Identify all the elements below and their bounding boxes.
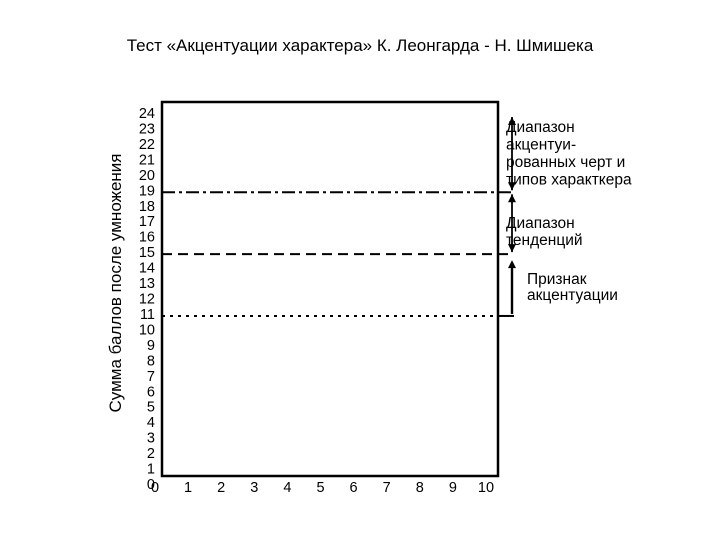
y-tick-label: 10 — [139, 322, 155, 338]
y-tick-label: 0 — [147, 477, 155, 493]
x-tick-label: 9 — [449, 480, 457, 496]
y-tick-label: 23 — [139, 121, 155, 137]
y-tick-label: 18 — [139, 199, 155, 215]
y-tick-label: 4 — [147, 415, 155, 431]
threshold-layer — [162, 191, 514, 317]
x-tick-label: 8 — [416, 480, 424, 496]
slide-title: Тест «Акцентуации характера» К. Леонгард… — [126, 36, 594, 55]
y-tick-label: 2 — [147, 446, 155, 462]
y-tick-label: 22 — [139, 137, 155, 153]
x-tick-label: 1 — [184, 480, 192, 496]
y-tick-label: 20 — [139, 168, 155, 184]
x-tick-label: 3 — [250, 480, 258, 496]
y-tick-label: 11 — [140, 307, 155, 323]
x-tick-label: 4 — [283, 480, 291, 496]
range-label-line: акцентуи- — [506, 137, 576, 154]
arrow-head — [508, 194, 516, 203]
y-tick-label: 21 — [139, 152, 155, 168]
range-label-line: Диапазон — [506, 215, 575, 232]
range-label-line: Признак — [527, 271, 587, 288]
x-tick-label: 2 — [217, 480, 225, 496]
y-tick-label: 19 — [139, 183, 155, 199]
y-tick-label: 7 — [147, 369, 155, 385]
y-tick-label: 24 — [139, 106, 155, 122]
x-tick-label: 6 — [350, 480, 358, 496]
y-tick-label: 13 — [139, 276, 155, 292]
arrow-head — [508, 117, 516, 125]
plot-frame — [160, 100, 500, 478]
x-tick-label: 0 — [151, 480, 159, 496]
x-tick-label: 5 — [316, 480, 324, 496]
y-tick-label: 9 — [147, 338, 155, 354]
range-label-line: тенденций — [506, 232, 583, 249]
arrow-head — [508, 260, 516, 269]
y-tick-label: 6 — [147, 384, 155, 400]
y-tick-label: 1 — [147, 462, 155, 478]
plot-frame-layer — [160, 100, 500, 478]
range-label-line: рованных черт и — [506, 154, 625, 171]
y-tick-label: 8 — [147, 353, 155, 369]
x-tick-labels: 0 1 2 3 4 5 6 7 8 9 10 — [151, 480, 494, 496]
y-tick-label: 5 — [147, 400, 155, 416]
range-label-line: типов характкера — [506, 172, 632, 189]
y-tick-label: 3 — [147, 431, 155, 447]
y-tick-label: 16 — [139, 230, 155, 246]
arrow-head — [508, 244, 516, 253]
range-label-line: акцентуации — [527, 287, 618, 304]
y-axis-label: Сумма баллов после умножения — [106, 153, 125, 412]
y-tick-label: 12 — [139, 292, 155, 308]
arrow-head — [508, 182, 516, 191]
x-tick-label: 10 — [478, 480, 494, 496]
y-tick-label: 14 — [139, 261, 155, 277]
y-tick-label: 15 — [139, 245, 155, 261]
range-label-line: Диапазон — [506, 119, 575, 136]
x-tick-label: 7 — [383, 480, 391, 496]
y-tick-label: 17 — [139, 214, 155, 230]
